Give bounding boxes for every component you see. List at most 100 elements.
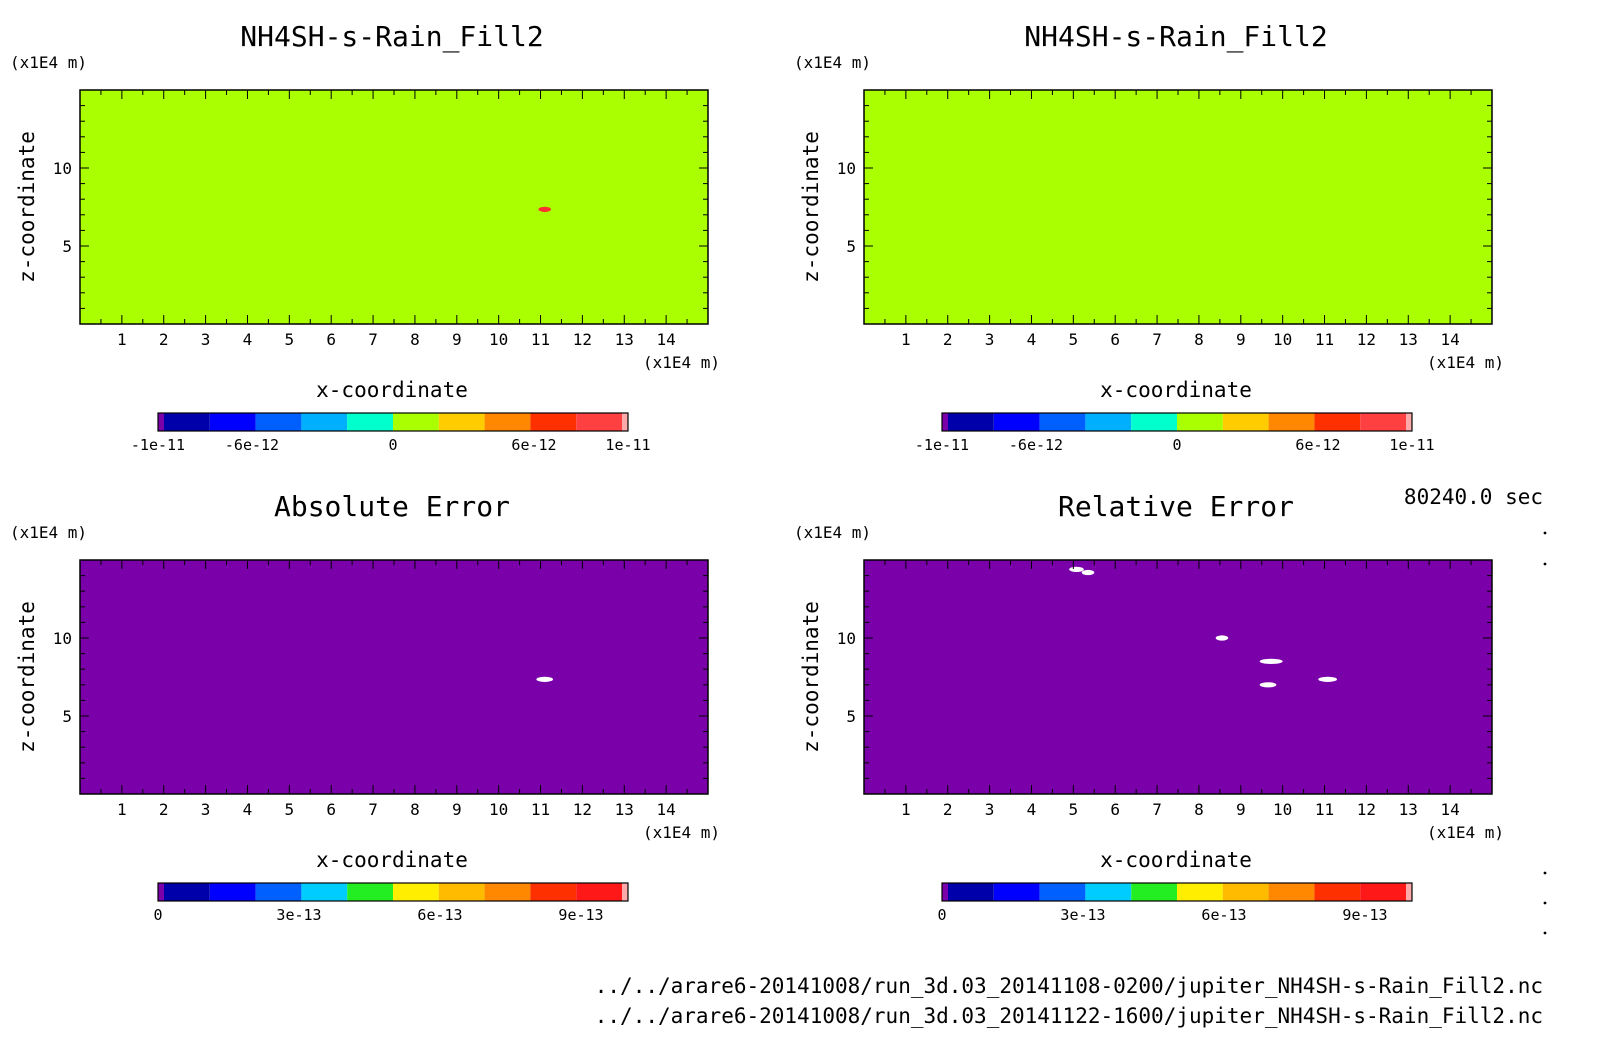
colorbar-cell	[1085, 883, 1132, 901]
x-tick-label: 4	[243, 330, 253, 349]
x-tick-label: 4	[1027, 330, 1037, 349]
colorbar-tick-label: 0	[388, 436, 397, 454]
x-tick-label: 11	[531, 330, 550, 349]
colorbar-cell	[948, 883, 994, 901]
y-tick-label: 5	[62, 707, 72, 726]
colorbar-cell	[438, 883, 485, 901]
colorbar-cell	[209, 883, 256, 901]
x-tick-label: 13	[1399, 800, 1418, 819]
colorbar-cell	[393, 413, 439, 431]
y-axis-unit: (x1E4 m)	[10, 53, 87, 72]
colorbar-tick-label: -6e-12	[1009, 436, 1063, 454]
x-axis-label: x-coordinate	[316, 378, 468, 402]
colorbar-cell	[1360, 883, 1406, 901]
chart-title: NH4SH-s-Rain_Fill2	[1024, 20, 1327, 54]
colorbar-cell	[1360, 413, 1406, 431]
y-tick-label: 10	[837, 159, 856, 178]
x-tick-label: 9	[1236, 330, 1246, 349]
field-feature	[1069, 566, 1084, 572]
colorbar-cell	[1314, 883, 1361, 901]
time-label: 80240.0 sec	[1404, 485, 1543, 509]
x-tick-label: 8	[1194, 330, 1204, 349]
x-tick-label: 1	[117, 800, 127, 819]
colorbar-cell	[1314, 413, 1361, 431]
x-tick-label: 10	[1273, 800, 1292, 819]
x-tick-label: 13	[1399, 330, 1418, 349]
colorbar-frame	[157, 882, 629, 902]
x-tick-label: 12	[573, 800, 592, 819]
x-tick-label: 10	[1273, 330, 1292, 349]
y-axis-label: z-coordinate	[799, 601, 823, 753]
colorbar-tick-label: -1e-11	[915, 436, 969, 454]
x-tick-label: 1	[117, 330, 127, 349]
x-tick-label: 9	[452, 330, 462, 349]
x-tick-label: 1	[901, 330, 911, 349]
x-tick-label: 6	[326, 800, 336, 819]
colorbar-frame	[941, 882, 1413, 902]
x-tick-label: 3	[201, 800, 211, 819]
x-tick-label: 8	[1194, 800, 1204, 819]
colorbar-cell	[948, 413, 994, 431]
colorbar-cell	[164, 883, 210, 901]
x-tick-label: 4	[1027, 800, 1037, 819]
plot-area	[864, 90, 1492, 324]
x-tick-label: 5	[1069, 800, 1079, 819]
colorbar-cell	[1406, 883, 1412, 901]
y-axis-label: z-coordinate	[15, 601, 39, 753]
colorbar-cell	[1268, 883, 1315, 901]
colorbar-tick-label: 6e-13	[417, 906, 462, 924]
x-tick-label: 3	[985, 800, 995, 819]
panel-bottom-right: Relative Error(x1E4 m)1 2 3 4 5 6 7 8 9 10 11 12 13 1…	[794, 490, 1504, 924]
panel-top-left: NH4SH-s-Rain_Fill2(x1E4 m)1 2 3 4 5 6 7 8 9 10 11 1…	[10, 20, 720, 454]
plot-area	[864, 560, 1492, 794]
field-feature	[1259, 682, 1277, 688]
margin-dots	[1543, 531, 1547, 935]
x-tick-label: 13	[615, 800, 634, 819]
x-tick-label: 6	[1110, 330, 1120, 349]
colorbar-cell	[942, 413, 948, 431]
y-axis-unit: (x1E4 m)	[10, 523, 87, 542]
colorbar-cell	[1085, 413, 1132, 431]
colorbar-cell	[1222, 413, 1269, 431]
colorbar-cell	[1131, 883, 1177, 901]
colorbar-tick-label: 6e-13	[1201, 906, 1246, 924]
colorbar-cell	[347, 413, 393, 431]
y-tick-label: 10	[837, 629, 856, 648]
colorbar-cell	[393, 883, 439, 901]
panel-top-right: NH4SH-s-Rain_Fill2(x1E4 m)1 2 3 4 5 6 7 8 9 10 11 1…	[794, 20, 1504, 454]
field-feature	[1215, 635, 1229, 641]
x-tick-label: 11	[531, 800, 550, 819]
x-tick-label: 10	[489, 800, 508, 819]
x-axis-unit: (x1E4 m)	[1427, 353, 1504, 372]
colorbar-cell	[438, 413, 485, 431]
colorbar-cell	[484, 883, 531, 901]
colorbar-frame	[941, 412, 1413, 432]
x-tick-label: 12	[573, 330, 592, 349]
colorbar-tick-label: 3e-13	[276, 906, 321, 924]
y-axis-label: z-coordinate	[15, 131, 39, 283]
x-tick-label: 14	[1441, 800, 1460, 819]
colorbar-tick-label: -1e-11	[131, 436, 185, 454]
colorbar-cell	[347, 883, 393, 901]
x-tick-label: 13	[615, 330, 634, 349]
x-tick-label: 2	[159, 800, 169, 819]
x-tick-label: 7	[1152, 800, 1162, 819]
x-tick-label: 6	[1110, 800, 1120, 819]
x-tick-label: 3	[201, 330, 211, 349]
x-tick-label: 11	[1315, 800, 1334, 819]
colorbar-tick-label: 9e-13	[558, 906, 603, 924]
colorbar-tick-label: 1e-11	[605, 436, 650, 454]
colorbar-cell	[301, 883, 348, 901]
colorbar-cell	[1039, 413, 1086, 431]
x-tick-label: 8	[410, 330, 420, 349]
x-tick-label: 6	[326, 330, 336, 349]
x-tick-label: 7	[1152, 330, 1162, 349]
x-tick-label: 11	[1315, 330, 1334, 349]
colorbar-cell	[576, 413, 622, 431]
y-tick-label: 5	[846, 237, 856, 256]
x-tick-label: 9	[1236, 800, 1246, 819]
file-path-1: ../../arare6-20141008/run_3d.03_20141108…	[595, 974, 1543, 998]
x-tick-label: 14	[657, 330, 676, 349]
y-tick-label: 5	[846, 707, 856, 726]
